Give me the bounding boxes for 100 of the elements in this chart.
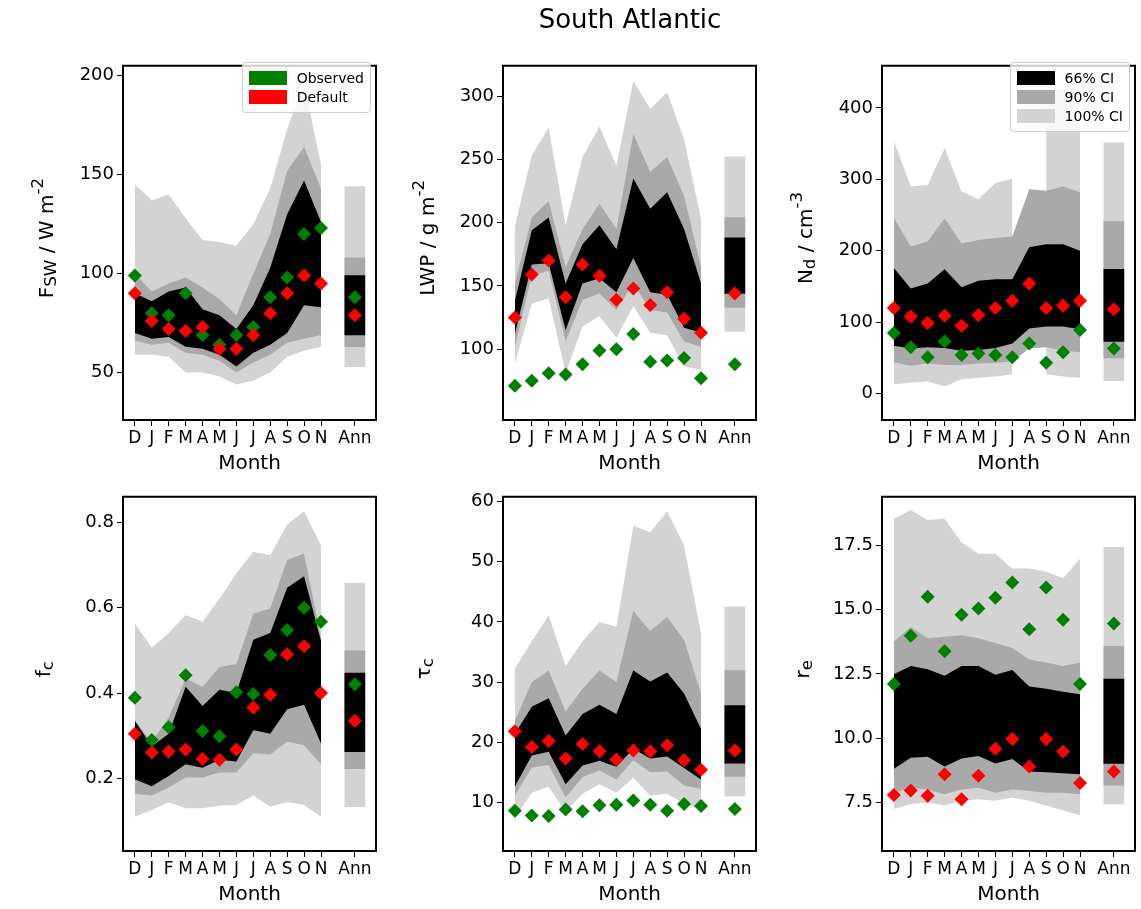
point [297,227,312,241]
x-tick-label: J [148,426,155,447]
point [920,350,935,365]
x-tick-label: S [661,857,673,878]
point [1022,276,1037,291]
point [903,783,918,798]
point [1073,293,1087,308]
x-tick-label: M [592,426,607,447]
point [1106,616,1121,631]
point [144,314,159,329]
point [524,373,539,388]
point [347,308,362,323]
x-tick-label: M [212,857,227,878]
point [314,276,328,291]
point [558,751,573,766]
point [524,739,539,754]
point [903,628,918,643]
point [592,268,607,283]
point [727,743,742,758]
point [920,315,935,330]
point [609,342,624,357]
x-tick-label: S [281,857,293,878]
y-tick-label: 12.5 [832,661,873,683]
point [127,286,142,301]
point [280,622,295,637]
point [886,325,901,340]
point [195,751,210,766]
y-tick-label: 40 [471,609,494,631]
x-tick-label: M [971,426,986,447]
x-tick-label: J [1008,857,1015,878]
x-tick-label: F [543,857,554,878]
legend-label: 90% CI [1064,89,1115,105]
point [626,743,641,758]
x-tick-label: O [1056,426,1070,447]
x-tick-label: A [576,857,589,878]
point [609,752,624,767]
point [263,687,278,702]
x-tick-label: N [1073,857,1087,878]
point [347,290,362,305]
point [609,797,624,812]
point [1022,759,1037,774]
point [263,648,278,663]
point [677,351,692,366]
y-tick-label: 200 [79,63,114,85]
x-tick-label: J [528,426,535,447]
x-axis-title: Month [977,881,1040,906]
y-tick-label: 200 [838,238,873,260]
x-tick-label: A [196,426,209,447]
y-tick-label: 150 [459,273,494,295]
point [161,744,176,759]
y-tick-label: 0 [861,381,873,403]
point [229,742,244,757]
point [314,614,328,629]
point [643,354,658,369]
point [1073,323,1087,338]
point [558,367,573,382]
point [314,221,328,236]
point [971,601,986,616]
y-tick-label: 10 [471,789,494,811]
point [280,647,295,662]
x-axis-title: Month [598,450,661,475]
x-tick-label: O [677,426,691,447]
x-tick-label: F [163,857,174,878]
legend-label: 66% CI [1064,70,1115,86]
y-tick-label: 0.8 [85,510,114,532]
x-tick-label: Ann [338,857,372,878]
point [280,286,295,301]
point [626,281,641,296]
x-tick-label: A [955,426,968,447]
x-tick-label: M [937,857,952,878]
x-tick-label: J [907,857,914,878]
point [660,285,675,300]
y-tick-label: 250 [459,147,494,169]
point [592,744,607,759]
point [127,726,142,741]
point [575,357,590,372]
point [920,788,935,803]
point [1073,775,1087,790]
point [229,327,244,342]
point [558,290,573,305]
x-tick-label: M [937,426,952,447]
point [297,268,312,283]
x-tick-label: D [508,857,522,878]
point [263,290,278,305]
point [643,797,658,812]
x-tick-label: J [1008,426,1015,447]
y-tick-label: 7.5 [844,789,873,811]
y-tick-label: 100 [459,336,494,358]
point [988,741,1003,756]
point [886,300,901,315]
x-tick-label: O [1056,857,1070,878]
x-tick-label: J [629,857,636,878]
point [507,378,522,393]
y-tick-label: 60 [471,489,494,511]
point [1056,612,1071,627]
x-tick-label: J [148,857,155,878]
y-tick-label: 10.0 [832,725,873,747]
point [886,676,901,691]
point [524,808,539,823]
point [195,320,210,334]
